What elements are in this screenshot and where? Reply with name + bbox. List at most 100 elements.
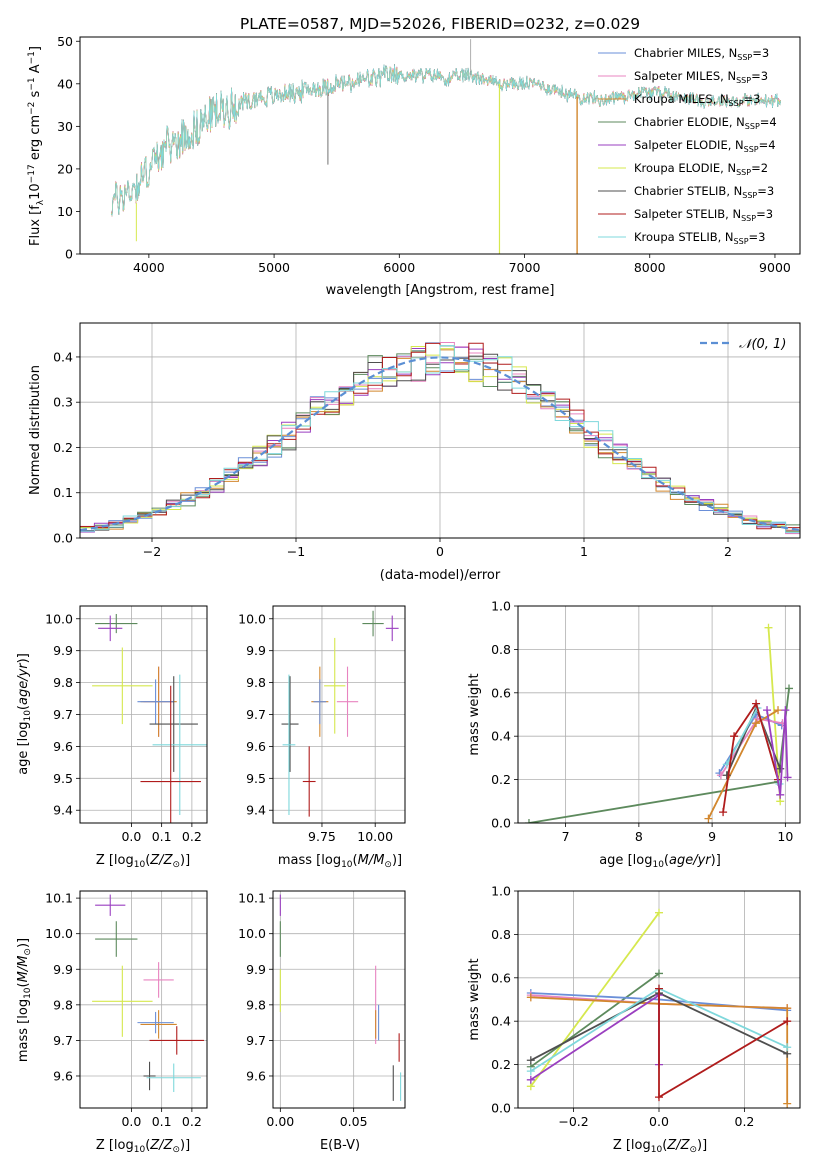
age_vs_Z-points xyxy=(92,613,207,823)
series-marker-chabrier_stelib xyxy=(526,1056,535,1065)
axes-frame xyxy=(517,605,801,824)
y-tick-label: 9.9 xyxy=(246,962,266,977)
x-tick-label: 1 xyxy=(580,544,588,559)
y-tick-label: 30 xyxy=(57,119,73,134)
legend-normal-label: 𝒩(0, 1) xyxy=(739,337,786,352)
mass_vs_Z-points xyxy=(92,894,204,1092)
panel-weight_vs_Z: −0.2 0.0 0.2 0.0 0.2 0.4 0.6 0.8 1.0 mass weight Z… xyxy=(467,884,801,1155)
x-tick-label: 0.0 xyxy=(121,829,141,844)
series-marker-salpeter_stelib xyxy=(655,1093,663,1102)
series-marker-kroupa_miles xyxy=(752,719,761,728)
y-tick-label: 20 xyxy=(57,161,73,176)
x-tick-label: 7000 xyxy=(509,260,541,275)
y-tick-label: 0.2 xyxy=(53,440,73,455)
x-tick-label: 10.00 xyxy=(357,829,393,844)
spectrum-line-kroupa_stelib xyxy=(111,64,782,217)
x-tick-label: 0.2 xyxy=(182,1114,202,1129)
series-line-salpeter_stelib xyxy=(722,701,779,813)
y-tick-label: 9.9 xyxy=(53,643,73,658)
y-tick-label: 9.8 xyxy=(246,675,266,690)
axes-frame xyxy=(272,890,406,1109)
x-axis-label: Z [log10(Z/Z⊙)] xyxy=(613,1138,707,1155)
x-tick-label: 0.0 xyxy=(649,1114,669,1129)
residual-histograms xyxy=(80,342,800,535)
spectrum-legend: Chabrier MILES, NSSP=3 Salpeter MILES, NS… xyxy=(598,46,777,246)
x-tick-label: 9000 xyxy=(759,260,791,275)
y-axis-label: age [log10(age/yr)] xyxy=(16,653,33,775)
normal-curve xyxy=(80,356,800,532)
y-tick-label: 0.4 xyxy=(491,729,511,744)
x-tick-label: 0.1 xyxy=(152,1114,172,1129)
series-marker-salpeter_stelib xyxy=(783,1017,792,1026)
series-marker-kroupa_miles xyxy=(704,814,713,823)
y-tick-label: 9.6 xyxy=(53,739,73,754)
x-axis-label: E(B-V) xyxy=(320,1138,360,1153)
y-tick-label: 9.7 xyxy=(53,707,73,722)
x-tick-label: 0.0 xyxy=(121,1114,141,1129)
y-tick-label: 9.9 xyxy=(246,643,266,658)
y-axis-label: Flux [fλ10−17 erg cm−2 s−1 A−1] xyxy=(27,46,46,246)
weight_vs_age-series xyxy=(524,623,794,823)
series-marker-kroupa_miles xyxy=(783,1099,792,1108)
legend-entry: Chabrier STELIB, NSSP=3 xyxy=(634,184,774,200)
x-tick-label: 2 xyxy=(724,544,732,559)
y-tick-label: 10.1 xyxy=(238,891,266,906)
y-tick-label: 0.8 xyxy=(491,927,511,942)
series-line-kroupa_elodie xyxy=(767,627,782,802)
x-axis-label: age [log10(age/yr)] xyxy=(599,853,721,870)
y-tick-label: 9.7 xyxy=(246,707,266,722)
y-tick-label: 0.4 xyxy=(491,1014,511,1029)
series-line-salpeter_elodie xyxy=(766,710,789,795)
y-tick-label: 0 xyxy=(65,247,73,262)
series-marker-kroupa_miles xyxy=(526,993,535,1002)
legend-entry: Salpeter MILES, NSSP=3 xyxy=(634,69,768,85)
panel-spectrum: 4000 5000 6000 7000 8000 9000 0 10 20 30 40 50 Chabr… xyxy=(27,34,801,298)
panel-mass_vs_ebv: 0.00 0.05 9.6 9.7 9.8 9.9 10.0 10.1 E(B-V) xyxy=(238,890,406,1153)
series-marker-kroupa_stelib xyxy=(783,1043,792,1052)
legend-entry: Kroupa ELODIE, NSSP=2 xyxy=(634,161,768,177)
x-tick-label: 9.75 xyxy=(308,829,336,844)
y-tick-label: 1.0 xyxy=(491,599,511,614)
y-tick-label: 0.0 xyxy=(491,816,511,831)
y-tick-label: 10.0 xyxy=(45,611,73,626)
age_vs_mass-points xyxy=(281,610,399,817)
series-marker-salpeter_elodie xyxy=(763,706,772,715)
legend-entry: Chabrier ELODIE, NSSP=4 xyxy=(634,115,777,131)
y-tick-label: 0.6 xyxy=(491,685,511,700)
y-axis-label: mass weight xyxy=(467,958,482,1040)
y-tick-label: 9.5 xyxy=(53,771,73,786)
x-axis-label: mass [log10(M/M⊙)] xyxy=(278,853,402,870)
series-marker-salpeter_elodie xyxy=(781,706,790,715)
series-marker-salpeter_stelib xyxy=(752,699,761,708)
series-line-chabrier_elodie xyxy=(528,688,790,823)
x-tick-label: 0.2 xyxy=(182,829,202,844)
x-tick-label: 8000 xyxy=(634,260,666,275)
series-marker-chabrier_stelib xyxy=(776,764,785,773)
legend-entry: Kroupa STELIB, NSSP=3 xyxy=(634,230,765,246)
panel-residuals: −2 −1 0 1 2 0.0 0.1 0.2 0.3 0.4 𝒩(0, 1) (data-model… xyxy=(28,322,801,583)
series-marker-chabrier_stelib xyxy=(722,771,731,780)
series-line-kroupa_miles xyxy=(707,709,779,820)
y-tick-label: 9.8 xyxy=(246,997,266,1012)
x-tick-label: 0.2 xyxy=(735,1114,755,1129)
mass_vs_ebv-points xyxy=(279,894,402,1101)
series-line-salpeter_elodie xyxy=(530,993,660,1081)
x-tick-label: 6000 xyxy=(383,260,415,275)
panel-age_vs_mass: 9.75 10.00 9.4 9.5 9.6 9.7 9.8 9.9 10.0 mass [log… xyxy=(238,605,406,870)
y-axis-label: Normed distribution xyxy=(28,365,43,495)
x-axis-label: Z [log10(Z/Z⊙)] xyxy=(96,853,190,870)
series-marker-salpeter_elodie xyxy=(783,773,792,782)
y-tick-label: 0.1 xyxy=(53,485,73,500)
y-tick-label: 9.8 xyxy=(53,997,73,1012)
y-tick-label: 9.6 xyxy=(53,1068,73,1083)
series-marker-kroupa_miles xyxy=(774,706,783,715)
y-tick-label: 9.6 xyxy=(246,1068,266,1083)
y-tick-label: 10.0 xyxy=(238,926,266,941)
series-marker-chabrier_elodie xyxy=(785,684,794,693)
y-tick-label: 0.2 xyxy=(491,1057,511,1072)
x-tick-label: 8 xyxy=(635,829,643,844)
x-tick-label: 10 xyxy=(777,829,793,844)
x-tick-label: 7 xyxy=(562,829,570,844)
x-tick-label: −1 xyxy=(287,544,305,559)
